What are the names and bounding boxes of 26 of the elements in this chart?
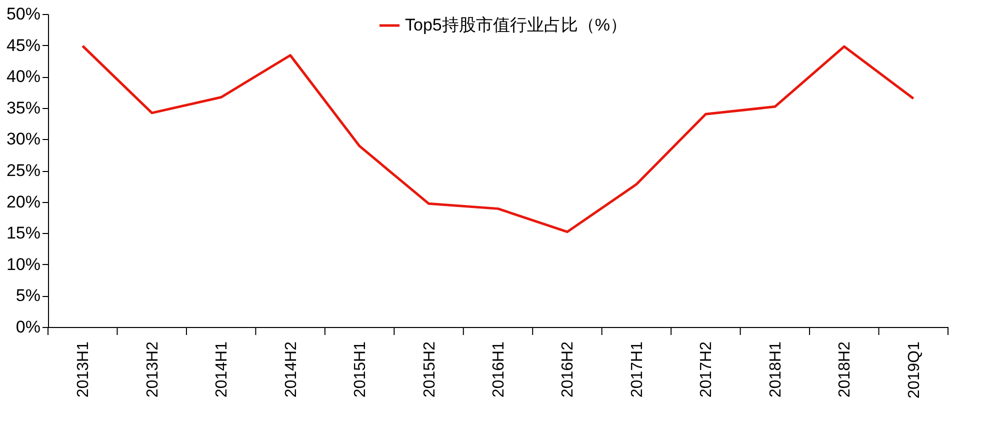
x-tick-label: 2013H2 [144,341,162,398]
y-tick-label: 5% [16,286,40,306]
x-tick-label: 2018H2 [836,341,854,398]
line-series [81,44,915,234]
y-tick-label: 45% [6,36,40,55]
x-tick-label: 2014H1 [214,341,231,398]
x-tick-label: 2016H1 [490,341,508,398]
y-tick-label: 20% [6,192,40,212]
y-tick-label: 0% [16,318,40,336]
x-tick-label: 2016H2 [560,341,577,398]
legend-label: Top5持股市值行业占比（%） [405,16,627,34]
x-tick-label: 2019Q1 [906,341,923,398]
y-tick-label: 40% [6,67,40,86]
y-tick-label: 10% [6,254,40,274]
x-tick-label: 2015H1 [352,341,370,398]
x-tick-label: 2017H1 [628,341,646,398]
y-tick-label: 30% [6,130,40,149]
x-tick-label: 2017H2 [698,341,716,398]
x-tick-label: 2015H2 [421,341,438,398]
y-tick-label: 25% [6,161,40,180]
x-tick-label: 2013H1 [75,341,92,398]
y-tick-label: 50% [6,4,40,24]
y-tick-label: 15% [6,224,40,243]
x-tick-label: 2018H1 [767,341,784,398]
x-tick-label: 2014H2 [282,341,300,398]
y-tick-label: 35% [6,98,40,118]
